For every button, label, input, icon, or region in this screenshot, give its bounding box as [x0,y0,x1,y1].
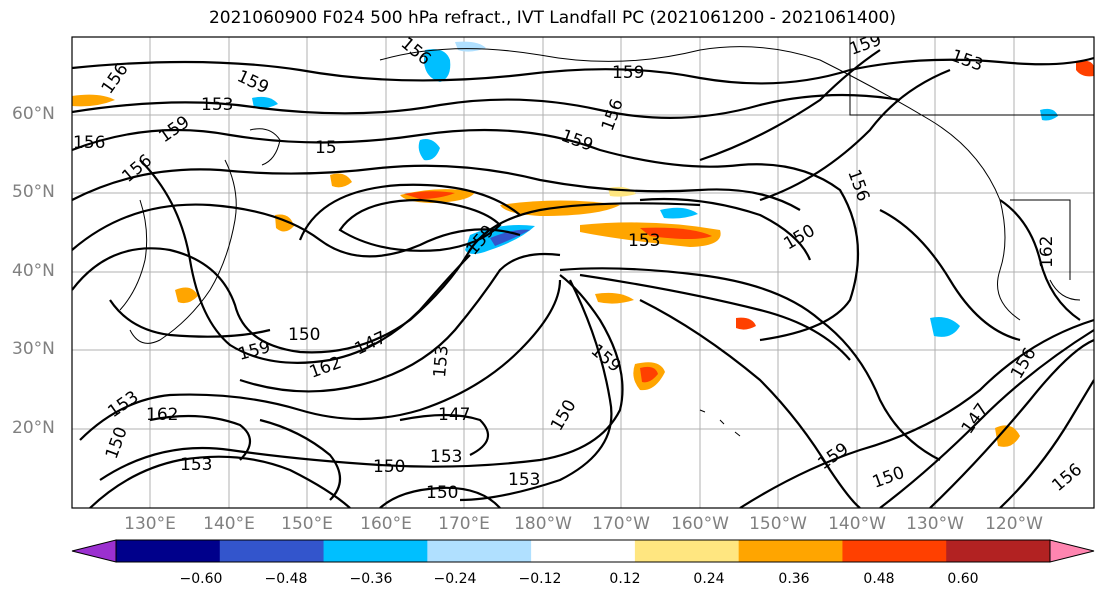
contour-label: 156 [73,133,105,153]
lat-label-30n: 30°N [12,339,55,359]
contour-label: 150 [373,457,405,477]
contour-label: 15 [315,138,337,158]
lon-label: 170°E [438,514,490,534]
contour-label: 153 [180,455,212,475]
lon-label: 130°E [124,514,176,534]
map-frame [71,36,1095,509]
shading-blob-blue [660,207,698,219]
height-contours [72,49,1094,508]
colorbar-tick-label: 0.36 [778,571,810,587]
colorbar-tick-label: 0.24 [693,571,725,587]
shading-blob-red [404,191,455,199]
colorbar-tick-label: 0.60 [947,571,979,587]
lon-label: 170°W [592,514,650,534]
colorbar-tick-label: 0.48 [863,571,895,587]
contour-label: 150 [426,483,458,503]
contour-label: 162 [1037,236,1057,268]
shading-blob-orange [175,287,198,304]
contour-label: 153 [628,231,660,251]
contour-label: 153 [201,95,233,115]
colorbar-tick-label: −0.36 [349,571,393,587]
shading-blob-blue [930,317,960,337]
shading-blob-blue [418,139,440,161]
shading-blob-orange [995,425,1020,447]
lat-label-20n: 20°N [12,418,55,438]
coastlines [119,37,1094,437]
lon-label: 140°W [828,514,886,534]
map-title: 2021060900 F024 500 hPa refract., IVT La… [208,8,896,28]
contour-label: 162 [146,405,178,425]
lat-label-40n: 40°N [12,261,55,281]
shading-blob-orange [72,94,115,107]
lon-label: 180°W [514,514,572,534]
lon-label: 120°W [985,514,1043,534]
contour-label: 153 [508,470,540,490]
contour-label: 153 [430,447,462,467]
lon-label: 160°W [671,514,729,534]
contour-label: 147 [438,405,470,425]
lon-label: 130°W [906,514,964,534]
lon-label: 140°E [203,514,255,534]
lat-label-50n: 50°N [12,182,55,202]
shading-blob-orange [330,173,352,188]
shading-blob-blue [424,49,451,82]
shading-blob-red [640,366,658,383]
lon-label: 150°E [281,514,333,534]
colorbar-tick-label: −0.12 [518,571,562,587]
colorbar-tick-label: −0.60 [179,571,223,587]
shading-blob-orange [595,292,634,304]
contour-label: 159 [612,63,644,83]
lon-label: 150°W [749,514,807,534]
contour-label: 153 [430,344,453,378]
colorbar-tick-label: −0.24 [433,571,477,587]
colorbar-tick-label: 0.12 [609,571,641,587]
colorbar-tick-label: −0.48 [264,571,308,587]
shading-blob-blue [252,96,278,109]
shading-blob-darkblue [490,229,530,246]
shading-blob-red [736,317,756,330]
lat-label-60n: 60°N [12,104,55,124]
shading-blob-red [1076,60,1094,77]
shading-blob-red [640,227,712,239]
contour-label: 150 [288,325,320,345]
lon-label: 160°E [360,514,412,534]
